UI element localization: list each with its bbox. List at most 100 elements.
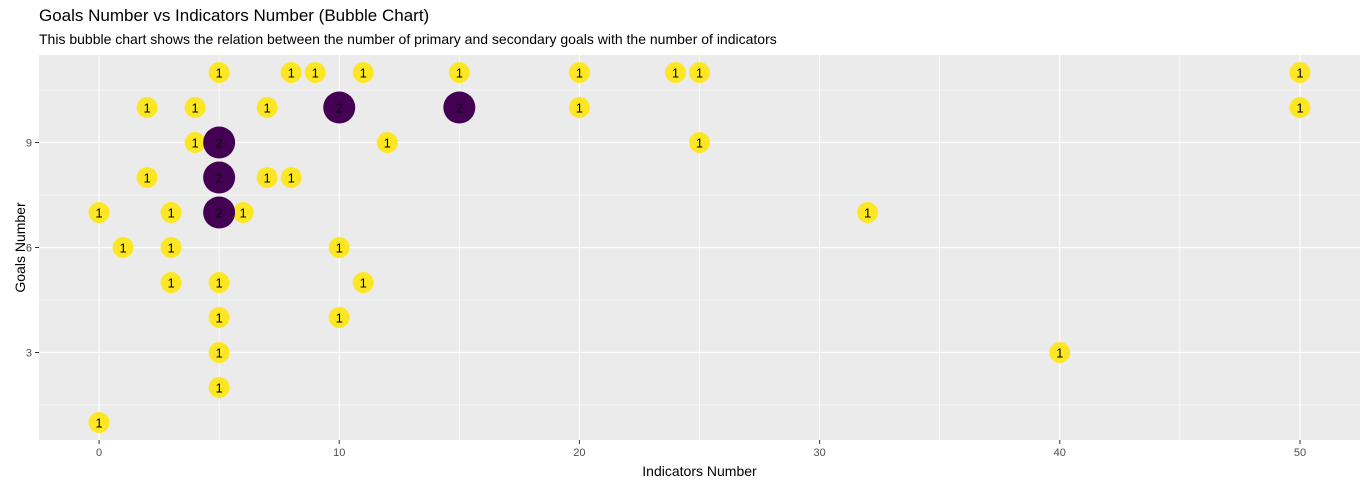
bubble bbox=[280, 62, 302, 83]
bubble bbox=[664, 62, 686, 83]
bubble-label: 1 bbox=[312, 66, 319, 81]
bubble bbox=[443, 91, 476, 124]
bubble bbox=[208, 307, 230, 328]
bubble bbox=[1289, 97, 1311, 118]
bubble bbox=[352, 62, 374, 83]
bubble-label: 1 bbox=[576, 66, 583, 81]
bubble bbox=[203, 126, 236, 159]
bubble bbox=[352, 272, 374, 293]
bubble-label: 1 bbox=[216, 311, 223, 326]
bubble bbox=[208, 62, 230, 83]
bubble bbox=[448, 62, 470, 83]
bubble-label: 1 bbox=[1296, 66, 1303, 81]
bubble-label: 1 bbox=[864, 206, 871, 221]
bubble-label: 1 bbox=[143, 101, 150, 116]
bubble bbox=[184, 132, 206, 153]
bubble-label: 1 bbox=[384, 136, 391, 151]
bubble-label: 1 bbox=[216, 381, 223, 396]
bubble bbox=[568, 97, 590, 118]
bubble-label: 1 bbox=[1296, 101, 1303, 116]
bubble bbox=[323, 91, 356, 124]
bubble bbox=[136, 167, 158, 188]
minor-gridlines bbox=[39, 55, 1360, 440]
bubble-label: 1 bbox=[143, 171, 150, 186]
bubble bbox=[112, 237, 134, 258]
bubble-label: 1 bbox=[336, 311, 343, 326]
bubble-label: 1 bbox=[264, 101, 271, 116]
bubble bbox=[256, 167, 278, 188]
bubble-label: 1 bbox=[672, 66, 679, 81]
bubble bbox=[208, 377, 230, 398]
bubble-label: 1 bbox=[240, 206, 247, 221]
chart-title: Goals Number vs Indicators Number (Bubbl… bbox=[39, 6, 430, 25]
bubble-label: 1 bbox=[167, 276, 174, 291]
bubble-label: 1 bbox=[576, 101, 583, 116]
x-axis-title: Indicators Number bbox=[642, 463, 757, 479]
bubble-label: 1 bbox=[95, 416, 102, 431]
bubble-label: 1 bbox=[216, 346, 223, 361]
bubble-label: 1 bbox=[1056, 346, 1063, 361]
bubble bbox=[304, 62, 326, 83]
y-axis-title: Goals Number bbox=[12, 202, 28, 293]
bubble-label: 1 bbox=[264, 171, 271, 186]
bubble bbox=[1289, 62, 1311, 83]
bubble bbox=[328, 307, 350, 328]
bubble bbox=[232, 202, 254, 223]
y-tick-label: 9 bbox=[26, 138, 32, 150]
bubble bbox=[256, 97, 278, 118]
chart-subtitle: This bubble chart shows the relation bet… bbox=[39, 31, 777, 47]
bubble-label: 2 bbox=[456, 101, 463, 116]
bubble bbox=[208, 272, 230, 293]
bubble bbox=[208, 342, 230, 363]
x-tick-label: 0 bbox=[96, 447, 102, 459]
bubble-label: 2 bbox=[216, 136, 223, 151]
y-tick-label: 3 bbox=[26, 348, 32, 360]
bubble-label: 1 bbox=[192, 101, 199, 116]
bubble bbox=[136, 97, 158, 118]
y-tick-label: 6 bbox=[26, 243, 32, 255]
x-axis-ticks: 0 10 20 30 40 50 bbox=[96, 440, 1306, 459]
bubble bbox=[203, 161, 236, 194]
bubble-label: 1 bbox=[456, 66, 463, 81]
bubble bbox=[184, 97, 206, 118]
bubble-label: 1 bbox=[167, 206, 174, 221]
bubble-label: 1 bbox=[119, 241, 126, 256]
bubble bbox=[376, 132, 398, 153]
bubbles: 1 1 1 1 1 1 1 1 1 1 1 1 1 1 1 1 1 1 1 1 1 1 1 1 1 1 1 1 1 1 1 1 1 1 1 1 2 2 2 2… bbox=[88, 62, 1311, 433]
bubble bbox=[88, 202, 110, 223]
bubble-label: 1 bbox=[288, 66, 295, 81]
x-tick-label: 50 bbox=[1294, 447, 1306, 459]
bubble-label: 1 bbox=[216, 276, 223, 291]
bubble-label: 2 bbox=[216, 206, 223, 221]
x-tick-label: 20 bbox=[573, 447, 585, 459]
bubble-label: 1 bbox=[192, 136, 199, 151]
bubble-label: 1 bbox=[696, 136, 703, 151]
y-axis-ticks: 3 6 9 bbox=[26, 138, 39, 360]
bubble-label: 1 bbox=[360, 66, 367, 81]
x-tick-label: 40 bbox=[1054, 447, 1066, 459]
bubble-label: 1 bbox=[216, 66, 223, 81]
bubble-label: 1 bbox=[167, 241, 174, 256]
bubble bbox=[160, 272, 182, 293]
bubble bbox=[689, 62, 710, 83]
bubble-label: 1 bbox=[696, 66, 703, 81]
bubble-label: 2 bbox=[336, 101, 343, 116]
bubble bbox=[328, 237, 350, 258]
bubble-label: 1 bbox=[336, 241, 343, 256]
x-tick-label: 30 bbox=[813, 447, 825, 459]
bubble-label: 1 bbox=[95, 206, 102, 221]
bubble bbox=[160, 202, 182, 223]
bubble bbox=[568, 62, 590, 83]
x-tick-label: 10 bbox=[333, 447, 345, 459]
bubble bbox=[689, 132, 710, 153]
bubble-label: 2 bbox=[216, 171, 223, 186]
bubble bbox=[203, 196, 236, 229]
bubble-label: 1 bbox=[288, 171, 295, 186]
bubble bbox=[857, 202, 879, 223]
bubble bbox=[88, 412, 110, 433]
bubble-label: 1 bbox=[360, 276, 367, 291]
bubble bbox=[1049, 342, 1071, 363]
bubble bbox=[280, 167, 302, 188]
bubble bbox=[160, 237, 182, 258]
